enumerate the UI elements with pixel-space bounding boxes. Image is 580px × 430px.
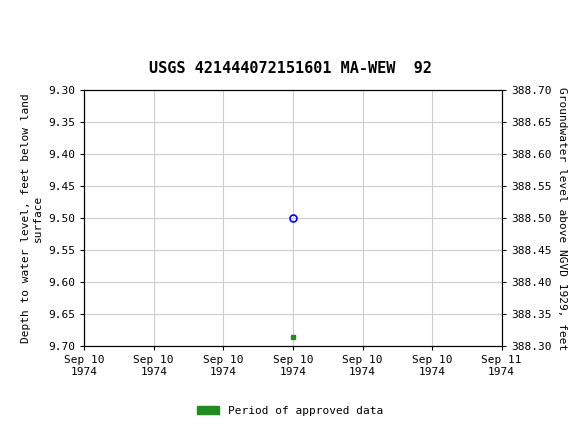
Y-axis label: Groundwater level above NGVD 1929, feet: Groundwater level above NGVD 1929, feet [557,86,567,350]
Text: USGS 421444072151601 MA-WEW  92: USGS 421444072151601 MA-WEW 92 [148,61,432,76]
Y-axis label: Depth to water level, feet below land
surface: Depth to water level, feet below land su… [21,93,42,343]
Text: USGS: USGS [75,9,119,27]
Legend: Period of approved data: Period of approved data [193,401,387,420]
